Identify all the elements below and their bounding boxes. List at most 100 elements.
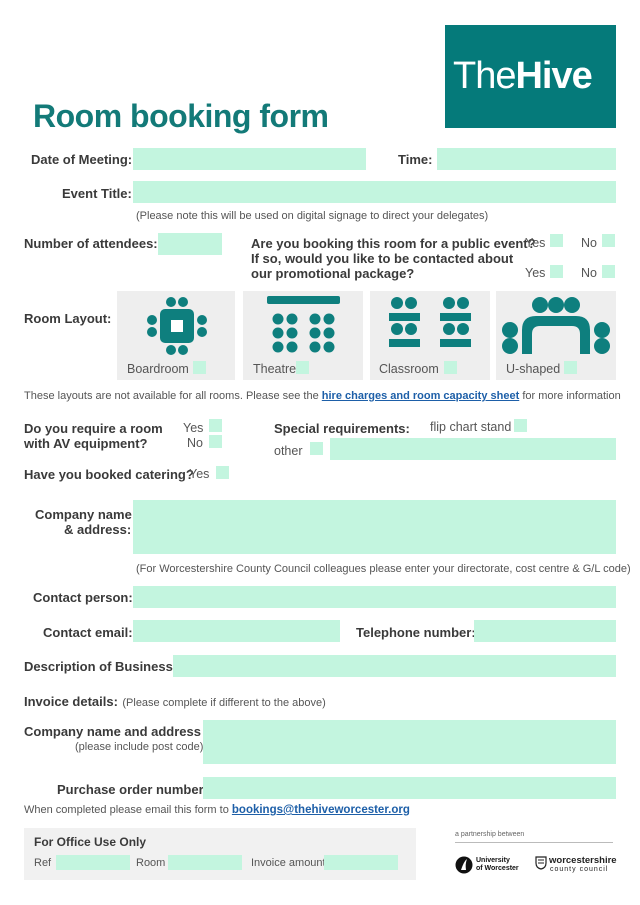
invoice-address-field[interactable] [203,720,616,764]
council-crest-icon [535,856,547,870]
av-no-checkbox[interactable] [209,435,222,448]
promo-no-checkbox[interactable] [602,265,615,278]
catering-yes-checkbox[interactable] [216,466,229,479]
layout-theatre-label: Theatre [253,362,297,376]
company-label-line2: & address: [64,522,132,537]
theatre-checkbox[interactable] [296,361,309,374]
partners-divider [455,842,613,843]
other-label: other [274,444,303,458]
invoice-company-label: Company name and address [24,724,201,739]
office-room-label: Room [136,857,166,869]
contact-email-field[interactable] [133,620,340,642]
office-invoice-amount-field[interactable] [324,855,398,870]
layout-option-u-shaped[interactable]: U-shaped [496,291,616,380]
company-address-field[interactable] [133,500,616,554]
logo-hive: Hive [515,55,592,97]
layout-boardroom-label: Boardroom [127,362,189,376]
logo-the: The [453,55,516,97]
av-question-line2: with AV equipment? [24,436,148,451]
classroom-icon [389,297,471,347]
office-use-title: For Office Use Only [34,835,147,849]
hire-charges-link[interactable]: hire charges and room capacity sheet [321,390,520,402]
boardroom-checkbox[interactable] [193,361,206,374]
contact-person-field[interactable] [133,586,616,608]
contact-person-label: Contact person: [33,590,133,605]
layout-option-classroom[interactable]: Classroom [370,291,490,380]
layout-option-boardroom[interactable]: Boardroom [117,291,235,380]
council-name-line1: worcestershire [549,855,617,866]
invoice-details-heading: Invoice details: (Please complete if dif… [24,693,326,711]
office-invoice-amount-label: Invoice amount [251,857,326,869]
public-yes-checkbox[interactable] [550,234,563,247]
flip-chart-checkbox[interactable] [514,419,527,432]
event-title-field[interactable] [133,181,616,203]
av-yes-checkbox[interactable] [209,419,222,432]
university-name-line1: University [476,857,510,864]
email-instruction: When completed please email this form to… [24,804,410,816]
university-name-line2: of Worcester [476,865,519,872]
promo-yes-checkbox[interactable] [550,265,563,278]
event-title-label: Event Title: [62,186,132,201]
catering-yes-label: Yes [189,467,210,481]
office-room-field[interactable] [168,855,242,870]
telephone-label: Telephone number: [356,625,476,640]
university-logo: University of Worcester [455,854,523,876]
company-label-line1: Company name [35,507,132,522]
promo-yes-label: Yes [525,266,546,280]
description-field[interactable] [173,655,616,677]
date-label: Date of Meeting: [31,152,133,167]
u-shaped-icon [502,297,610,354]
contact-email-label: Contact email: [43,625,133,640]
office-ref-label: Ref [34,857,52,869]
other-requirements-field[interactable] [330,438,616,460]
promo-question-line2: our promotional package? [251,266,415,281]
layout-classroom-label: Classroom [379,362,439,376]
public-no-label: No [581,236,597,250]
boardroom-icon [147,297,207,355]
av-yes-label: Yes [183,421,204,435]
council-logo: worcestershire county council [535,854,617,876]
invoice-postcode-note: (please include post code) [75,741,204,753]
telephone-field[interactable] [474,620,616,642]
classroom-checkbox[interactable] [444,361,457,374]
office-ref-field[interactable] [56,855,130,870]
partnership-intro: a partnership between [455,831,525,838]
promo-question-line1: If so, would you like to be contacted ab… [251,251,514,266]
attendees-field[interactable] [158,233,222,255]
university-crest-icon [455,856,473,874]
page-title: Room booking form [33,98,329,134]
special-requirements-label: Special requirements: [274,421,410,436]
catering-label: Have you booked catering? [24,467,194,482]
event-title-note: (Please note this will be used on digita… [136,210,489,222]
other-checkbox[interactable] [310,442,323,455]
date-field[interactable] [133,148,366,170]
council-note: (For Worcestershire County Council colle… [136,563,631,575]
office-use-panel: For Office Use Only Ref Room Invoice amo… [24,828,416,880]
hive-logo: TheHive [445,25,616,128]
av-no-label: No [187,436,203,450]
flip-chart-label: flip chart stand [430,420,512,434]
room-layout-label: Room Layout: [24,311,112,326]
layout-u-shaped-label: U-shaped [506,362,561,376]
email-instruction-text: When completed please email this form to [24,804,229,816]
public-yes-label: Yes [525,236,546,250]
layouts-note: These layouts are not available for all … [24,390,621,402]
invoice-label: Invoice details: [24,694,118,709]
description-label: Description of Business: [24,659,178,674]
layout-option-theatre[interactable]: Theatre [243,291,363,380]
po-field[interactable] [203,777,616,799]
u-shaped-checkbox[interactable] [564,361,577,374]
layouts-note-post: for more information [522,390,621,402]
bookings-email-link[interactable]: bookings@thehiveworcester.org [231,804,410,816]
av-question-line1: Do you require a room [24,421,163,436]
attendees-label: Number of attendees: [24,236,158,251]
council-name-line2: county council [550,866,609,873]
layouts-note-pre: These layouts are not available for all … [24,390,319,402]
po-label: Purchase order number [57,782,204,797]
time-field[interactable] [437,148,616,170]
public-no-checkbox[interactable] [602,234,615,247]
public-event-question: Are you booking this room for a public e… [251,236,536,251]
theatre-icon [267,296,340,353]
promo-no-label: No [581,266,597,280]
invoice-note: (Please complete if different to the abo… [122,697,326,709]
